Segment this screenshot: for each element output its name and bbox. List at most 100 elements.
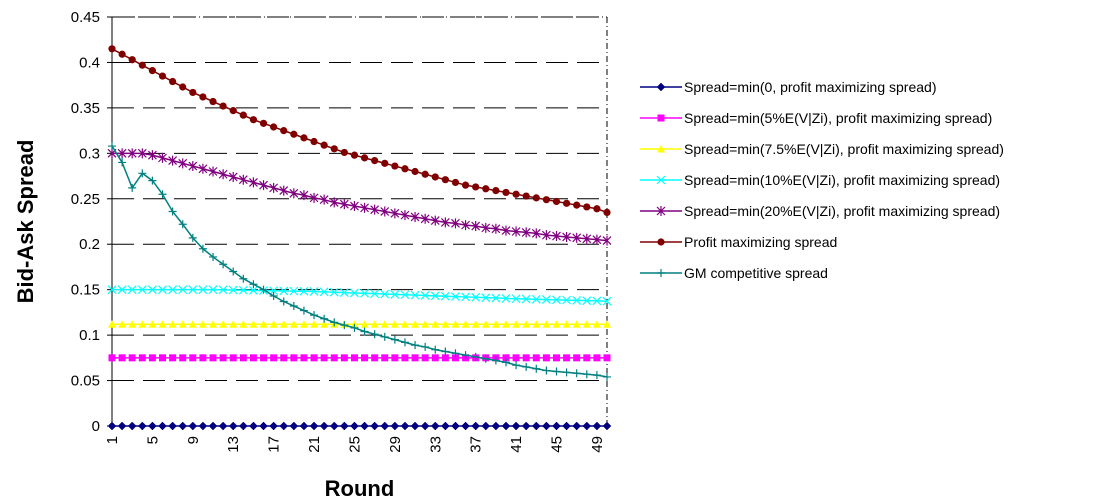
data-point: [350, 421, 359, 431]
data-point: [158, 285, 167, 295]
data-point: [573, 354, 581, 362]
data-point: [228, 421, 238, 431]
data-point: [521, 294, 531, 304]
data-point: [461, 181, 470, 189]
data-point: [602, 421, 612, 431]
series-4: [107, 285, 612, 306]
data-point: [239, 274, 248, 283]
data-point: [158, 320, 167, 328]
data-point: [289, 188, 299, 199]
data-point: [269, 292, 278, 301]
x-tick-label: 45: [548, 436, 565, 453]
data-point: [218, 421, 228, 431]
data-point: [390, 208, 400, 219]
legend-item: Profit maximizing spread: [640, 234, 837, 250]
data-point: [451, 421, 460, 431]
data-point: [229, 107, 237, 115]
data-point: [259, 421, 268, 431]
legend-marker: [657, 238, 665, 246]
data-point: [319, 194, 329, 205]
data-point: [371, 354, 379, 362]
data-point: [279, 421, 289, 431]
data-point: [118, 50, 126, 58]
data-point: [208, 166, 218, 177]
data-point: [511, 421, 521, 431]
data-point: [461, 292, 470, 302]
data-point: [239, 320, 248, 328]
data-point: [430, 215, 440, 226]
data-point: [329, 197, 339, 208]
data-point: [310, 354, 318, 362]
legend-item: GM competitive spread: [640, 265, 828, 281]
data-point: [339, 288, 349, 297]
data-point: [491, 293, 501, 303]
data-point: [471, 221, 481, 232]
data-point: [289, 302, 298, 311]
data-point: [249, 280, 258, 289]
legend-item: Spread=min(7.5%E(V|Zi), profit maximizin…: [640, 141, 1004, 157]
data-point: [249, 354, 257, 362]
data-point: [148, 354, 156, 362]
data-point: [249, 285, 258, 295]
data-point: [461, 220, 470, 231]
data-point: [532, 320, 541, 328]
data-point: [299, 306, 308, 315]
data-point: [218, 169, 228, 180]
data-point: [501, 320, 510, 328]
legend-item: Spread=min(5%E(V|Zi), profit maximizing …: [640, 110, 992, 126]
data-point: [289, 320, 298, 328]
x-tick-label: 41: [508, 436, 525, 453]
data-point: [582, 421, 592, 431]
data-point: [158, 152, 167, 163]
data-point: [471, 352, 480, 361]
data-point: [542, 354, 550, 362]
data-point: [522, 192, 530, 200]
legend-marker: [656, 206, 666, 216]
data-point: [178, 421, 188, 431]
data-point: [420, 421, 430, 431]
data-point: [582, 296, 592, 306]
data-point: [309, 192, 319, 203]
data-point: [269, 421, 278, 431]
data-point: [572, 320, 581, 328]
data-point: [329, 421, 339, 431]
data-point: [228, 171, 238, 182]
data-point: [562, 320, 571, 328]
x-tick-label: 29: [387, 436, 404, 453]
data-point: [471, 320, 480, 328]
data-point: [491, 223, 501, 234]
data-point: [582, 370, 591, 379]
data-point: [198, 421, 208, 431]
data-point: [370, 421, 380, 431]
data-point: [279, 320, 288, 328]
data-point: [531, 294, 541, 304]
data-point: [481, 354, 490, 363]
data-point: [188, 285, 198, 295]
data-point: [491, 421, 501, 431]
data-point: [552, 295, 561, 305]
data-point: [380, 332, 389, 341]
data-point: [188, 320, 197, 328]
data-point: [279, 185, 289, 196]
x-tick-label: 17: [266, 436, 283, 453]
data-point: [602, 235, 612, 246]
data-point: [531, 421, 541, 431]
data-point: [310, 311, 319, 320]
data-point: [299, 421, 309, 431]
data-point: [482, 185, 490, 193]
data-point: [340, 321, 349, 330]
data-point: [229, 354, 237, 362]
data-point: [128, 183, 137, 192]
data-point: [420, 213, 430, 224]
data-point: [329, 287, 339, 297]
data-point: [118, 320, 127, 328]
data-point: [552, 421, 561, 431]
data-point: [391, 162, 399, 170]
data-point: [108, 320, 116, 328]
data-point: [471, 421, 481, 431]
data-point: [128, 320, 137, 328]
data-point: [451, 178, 460, 187]
data-point: [481, 320, 490, 328]
legend-marker: [657, 145, 665, 153]
data-point: [219, 102, 227, 110]
